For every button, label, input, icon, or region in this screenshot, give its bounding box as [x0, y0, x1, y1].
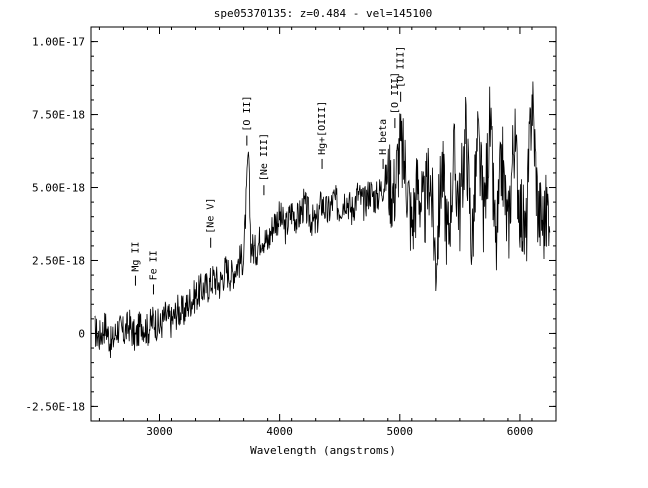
- x-tick-label: 3000: [146, 425, 173, 438]
- y-tick-label: -2.50E-18: [25, 400, 85, 413]
- emission-line-label: [O II]: [242, 95, 253, 131]
- emission-line-label: [Ne V]: [206, 198, 217, 234]
- emission-line-label: [O III]: [396, 46, 407, 88]
- emission-line-annotations: Mg II Fe II [Ne V] [O II] [Ne III] Hg+[OIII] H…: [130, 46, 407, 295]
- y-tick-label: 5.00E-18: [32, 182, 85, 195]
- emission-line-label: Fe II: [148, 250, 159, 280]
- y-tick-label: 0: [78, 327, 85, 340]
- emission-line-label: H beta: [378, 119, 389, 155]
- x-axis-ticks: 3000 4000 5000 6000: [98, 27, 557, 438]
- x-tick-label: 6000: [507, 425, 534, 438]
- y-tick-label: 2.50E-18: [32, 254, 85, 267]
- spectrum-series-line: [94, 81, 551, 359]
- emission-line-label: [O III]: [390, 72, 401, 114]
- plot-frame: [90, 26, 557, 422]
- y-tick-label: 7.50E-18: [32, 109, 85, 122]
- emission-line-label: Hg+[OIII]: [317, 101, 328, 155]
- y-axis-ticks: -2.50E-18 0 2.50E-18 5.00E-18 7.50E-18 1.00E-…: [25, 36, 556, 422]
- x-axis-label: Wavelength (angstroms): [250, 444, 396, 457]
- x-tick-label: 5000: [387, 425, 414, 438]
- emission-line-label: Mg II: [130, 242, 141, 272]
- y-tick-label: 1.00E-17: [32, 36, 85, 49]
- x-tick-label: 4000: [266, 425, 293, 438]
- chart-title: spe05370135: z=0.484 - vel=145100: [214, 7, 433, 20]
- emission-line-label: [Ne III]: [259, 133, 270, 181]
- series-layer: [94, 81, 551, 359]
